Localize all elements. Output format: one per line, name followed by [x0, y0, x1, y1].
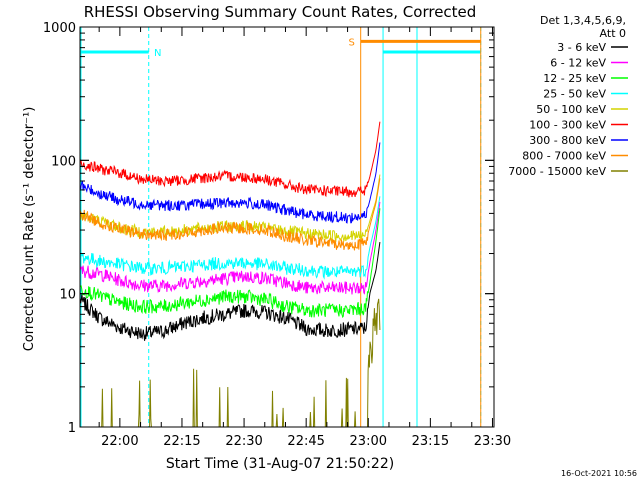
x-tick-label: 23:15 [412, 434, 449, 449]
y-tick-label: 1000 [43, 21, 76, 36]
series-line [79, 142, 381, 224]
legend-entry: 50 - 100 keV [536, 103, 606, 116]
y-tick-label: 1 [68, 421, 76, 436]
series-lines [79, 121, 381, 428]
x-tick-label: 22:45 [287, 434, 324, 449]
legend-entry: 6 - 12 keV [550, 57, 606, 70]
footer-timestamp: 16-Oct-2021 10:56 [561, 469, 637, 478]
tick-labels: 1 10 100 1000 22:00 22:15 22:30 22:45 23:00 23:15… [43, 21, 511, 449]
flag-label: S [349, 37, 355, 48]
series-line [79, 121, 381, 198]
x-tick-label: 23:00 [350, 434, 387, 449]
flag-bars: NS [80, 27, 482, 427]
y-tick-label: 100 [51, 154, 76, 169]
axes [79, 26, 495, 428]
flag-label: N [154, 48, 161, 59]
y-tick-label: 10 [59, 288, 76, 303]
legend: Det 1,3,4,5,6,9,Att 03 - 6 keV 6 - 12 keV… [508, 14, 628, 178]
x-axis-label: Start Time (31-Aug-07 21:50:22) [166, 456, 394, 472]
x-tick-label: 22:00 [101, 434, 138, 449]
series-line [79, 196, 381, 280]
series-line [79, 174, 381, 243]
x-tick-label: 22:15 [163, 434, 200, 449]
x-tick-label: 23:30 [474, 434, 511, 449]
y-axis-label: Corrected Count Rate (s⁻¹ detector⁻¹) [22, 107, 37, 352]
series-line [79, 208, 381, 319]
plot-frame [79, 26, 495, 428]
legend-entry: 100 - 300 keV [529, 119, 606, 132]
legend-entry: 800 - 7000 keV [522, 150, 606, 163]
legend-entry: 300 - 800 keV [529, 134, 606, 147]
legend-header: Det 1,3,4,5,6,9, [540, 14, 626, 27]
x-tick-label: 22:30 [225, 434, 262, 449]
series-line [79, 201, 381, 295]
series-line [79, 178, 381, 251]
legend-entry: 3 - 6 keV [557, 41, 606, 54]
legend-entry: 25 - 50 keV [543, 88, 606, 101]
legend-entry: 12 - 25 keV [543, 72, 606, 85]
series-line [79, 242, 381, 341]
chart-title: RHESSI Observing Summary Count Rates, Co… [84, 3, 477, 21]
legend-header: Att 0 [600, 27, 626, 40]
legend-entry: 7000 - 15000 keV [508, 165, 606, 178]
